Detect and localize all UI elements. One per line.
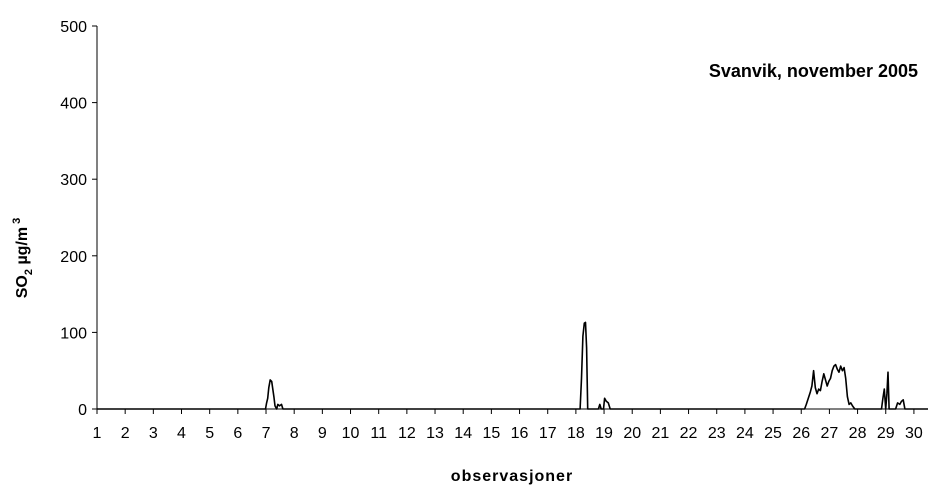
x-tick-label: 18 <box>567 425 585 442</box>
x-tick-label: 4 <box>177 425 186 442</box>
axes <box>96 26 928 410</box>
plot-area <box>97 321 928 410</box>
x-tick-label: 1 <box>93 425 102 442</box>
x-tick-label: 10 <box>342 425 360 442</box>
x-tick-label: 28 <box>849 425 867 442</box>
x-tick-label: 13 <box>426 425 444 442</box>
x-tick-label: 19 <box>595 425 613 442</box>
x-tick-label: 16 <box>511 425 529 442</box>
x-tick-label: 15 <box>482 425 500 442</box>
x-tick-label: 2 <box>121 425 130 442</box>
x-tick-label: 23 <box>708 425 726 442</box>
x-tick-label: 11 <box>370 425 387 442</box>
x-tick-label: 14 <box>454 425 472 442</box>
x-tick-label: 26 <box>792 425 810 442</box>
x-tick-label: 22 <box>680 425 698 442</box>
x-tick-label: 7 <box>262 425 271 442</box>
x-tick-label: 6 <box>233 425 242 442</box>
y-tick-label: 200 <box>60 249 87 266</box>
y-axis-title-sub: 2 <box>23 269 35 275</box>
x-tick-label: 9 <box>318 425 327 442</box>
y-axis-title-main: SO <box>14 275 31 298</box>
x-tick-label: 30 <box>905 425 923 442</box>
y-axis-title-sup: 3 <box>11 218 23 224</box>
chart-title: Svanvik, november 2005 <box>709 61 918 81</box>
y-axis-ticks: 0 100 200 300 400 500 <box>60 19 97 419</box>
x-axis-ticks: 1 2 3 4 5 6 7 8 9 10 11 12 13 14 15 16 17 18 19 20 21 22 23 24 2… <box>93 409 923 442</box>
x-axis-title: observasjoner <box>451 468 573 485</box>
y-tick-label: 300 <box>60 172 87 189</box>
x-tick-label: 21 <box>651 425 669 442</box>
x-tick-label: 27 <box>821 425 839 442</box>
x-tick-label: 17 <box>539 425 557 442</box>
x-tick-label: 20 <box>623 425 641 442</box>
series-line <box>97 321 928 410</box>
x-tick-label: 24 <box>736 425 754 442</box>
x-tick-label: 5 <box>205 425 214 442</box>
y-tick-label: 0 <box>78 402 87 419</box>
x-tick-label: 12 <box>398 425 416 442</box>
y-tick-label: 500 <box>60 19 87 36</box>
y-axis-title-unit: µg/m <box>14 227 31 269</box>
y-tick-label: 400 <box>60 96 87 113</box>
y-tick-label: 100 <box>60 325 87 342</box>
x-tick-label: 8 <box>290 425 299 442</box>
x-tick-label: 29 <box>877 425 895 442</box>
y-axis-title: SO2 µg/m 3 <box>11 218 35 298</box>
svg-text:SO2 µg/m3: SO2 µg/m 3 <box>11 218 35 298</box>
x-tick-label: 25 <box>764 425 782 442</box>
x-tick-label: 3 <box>149 425 158 442</box>
